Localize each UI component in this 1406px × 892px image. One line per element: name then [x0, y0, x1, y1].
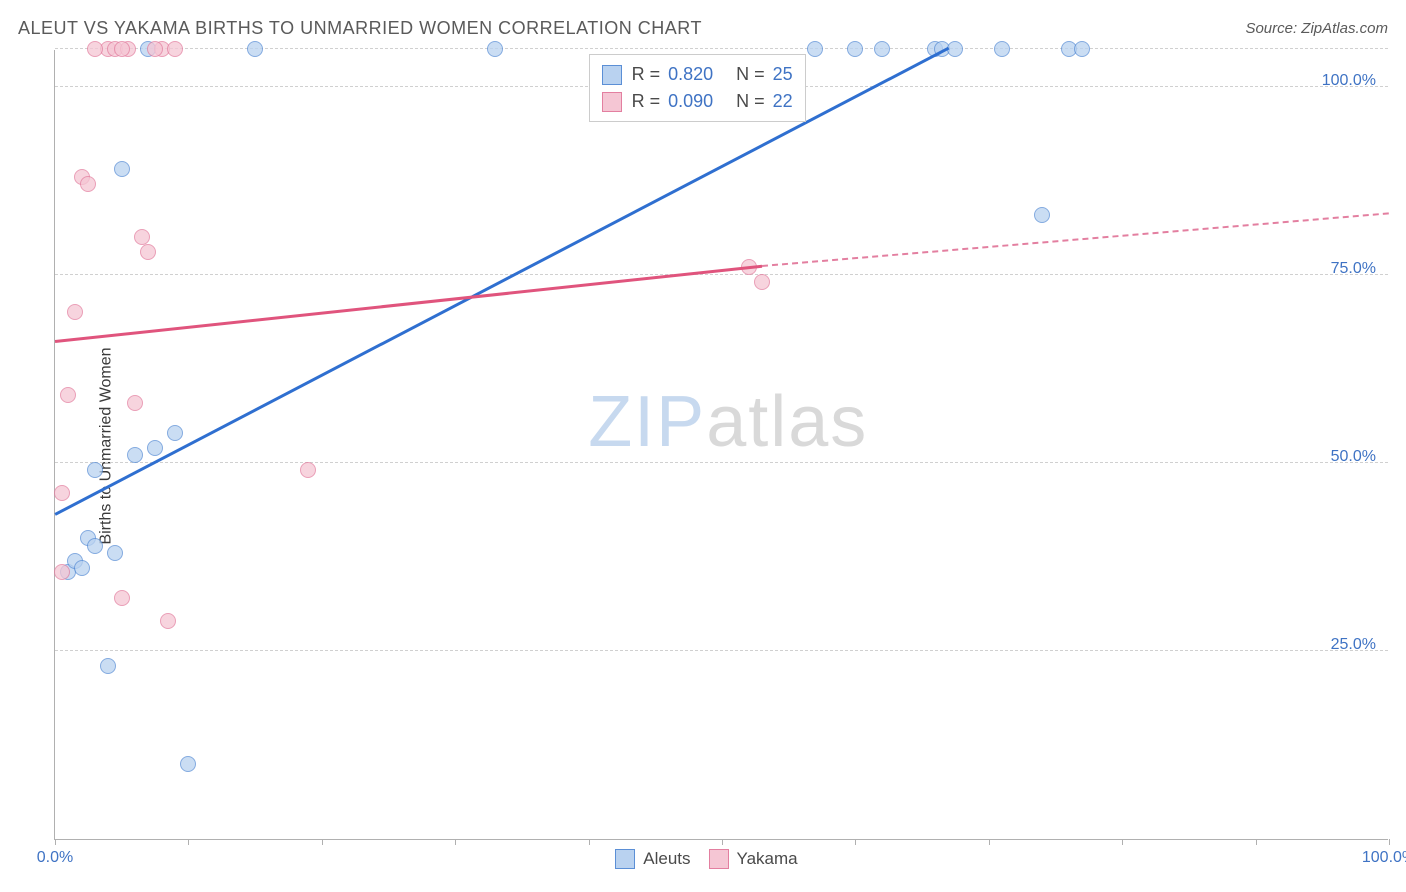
- data-point: [140, 244, 156, 260]
- data-point: [994, 41, 1010, 57]
- data-point: [487, 41, 503, 57]
- data-point: [247, 41, 263, 57]
- legend-item: Yakama: [709, 849, 798, 869]
- chart-title: ALEUT VS YAKAMA BIRTHS TO UNMARRIED WOME…: [18, 18, 702, 39]
- x-tick: [1389, 839, 1390, 845]
- data-point: [60, 387, 76, 403]
- gridline: [55, 274, 1388, 275]
- data-point: [74, 560, 90, 576]
- x-tick: [722, 839, 723, 845]
- x-tick-label: 0.0%: [37, 849, 73, 867]
- correlation-legend: R = 0.820 N = 25 R = 0.090 N = 22: [589, 54, 806, 122]
- legend-r-label: R =: [632, 61, 661, 88]
- data-point: [180, 756, 196, 772]
- data-point: [147, 440, 163, 456]
- y-tick-label: 100.0%: [1322, 72, 1376, 90]
- data-point: [114, 590, 130, 606]
- scatter-chart: ZIPatlas 25.0%50.0%75.0%100.0%0.0%100.0%…: [54, 50, 1388, 840]
- gridline: [55, 650, 1388, 651]
- data-point: [87, 538, 103, 554]
- watermark-zip: ZIP: [588, 382, 706, 462]
- data-point: [114, 41, 130, 57]
- legend-n-value: 25: [773, 61, 793, 88]
- x-tick: [455, 839, 456, 845]
- data-point: [160, 613, 176, 629]
- x-tick: [322, 839, 323, 845]
- x-tick: [1256, 839, 1257, 845]
- legend-n-label: N =: [736, 88, 765, 115]
- data-point: [1034, 207, 1050, 223]
- legend-n-value: 22: [773, 88, 793, 115]
- x-tick: [188, 839, 189, 845]
- data-point: [167, 425, 183, 441]
- data-point: [874, 41, 890, 57]
- data-point: [847, 41, 863, 57]
- data-point: [127, 447, 143, 463]
- legend-swatch: [615, 849, 635, 869]
- regression-line: [762, 213, 1389, 268]
- legend-item: Aleuts: [615, 849, 690, 869]
- series-legend: Aleuts Yakama: [615, 849, 797, 869]
- data-point: [87, 462, 103, 478]
- legend-row: R = 0.090 N = 22: [602, 88, 793, 115]
- data-point: [134, 229, 150, 245]
- legend-swatch: [709, 849, 729, 869]
- x-tick-label: 100.0%: [1362, 849, 1406, 867]
- y-tick-label: 75.0%: [1331, 260, 1376, 278]
- data-point: [107, 545, 123, 561]
- data-point: [807, 41, 823, 57]
- data-point: [947, 41, 963, 57]
- data-point: [754, 274, 770, 290]
- legend-r-value: 0.090: [668, 88, 728, 115]
- x-tick: [1122, 839, 1123, 845]
- legend-label: Yakama: [737, 849, 798, 869]
- data-point: [147, 41, 163, 57]
- data-point: [54, 485, 70, 501]
- data-point: [87, 41, 103, 57]
- y-tick-label: 25.0%: [1331, 636, 1376, 654]
- x-tick: [55, 839, 56, 845]
- legend-swatch: [602, 92, 622, 112]
- legend-row: R = 0.820 N = 25: [602, 61, 793, 88]
- data-point: [80, 176, 96, 192]
- watermark: ZIPatlas: [588, 381, 868, 463]
- chart-header: ALEUT VS YAKAMA BIRTHS TO UNMARRIED WOME…: [18, 18, 1388, 39]
- legend-r-value: 0.820: [668, 61, 728, 88]
- watermark-atlas: atlas: [706, 382, 868, 462]
- x-tick: [855, 839, 856, 845]
- chart-source: Source: ZipAtlas.com: [1245, 20, 1388, 37]
- x-tick: [989, 839, 990, 845]
- legend-n-label: N =: [736, 61, 765, 88]
- data-point: [54, 564, 70, 580]
- gridline: [55, 462, 1388, 463]
- y-tick-label: 50.0%: [1331, 448, 1376, 466]
- data-point: [100, 658, 116, 674]
- data-point: [1074, 41, 1090, 57]
- data-point: [67, 304, 83, 320]
- data-point: [167, 41, 183, 57]
- x-tick: [589, 839, 590, 845]
- legend-r-label: R =: [632, 88, 661, 115]
- data-point: [127, 395, 143, 411]
- legend-label: Aleuts: [643, 849, 690, 869]
- data-point: [114, 161, 130, 177]
- data-point: [300, 462, 316, 478]
- legend-swatch: [602, 65, 622, 85]
- regression-line: [54, 47, 949, 516]
